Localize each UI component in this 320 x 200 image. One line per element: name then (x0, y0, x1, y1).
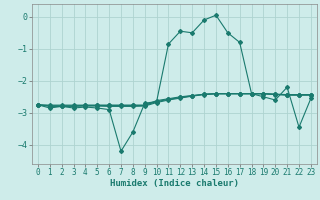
X-axis label: Humidex (Indice chaleur): Humidex (Indice chaleur) (110, 179, 239, 188)
